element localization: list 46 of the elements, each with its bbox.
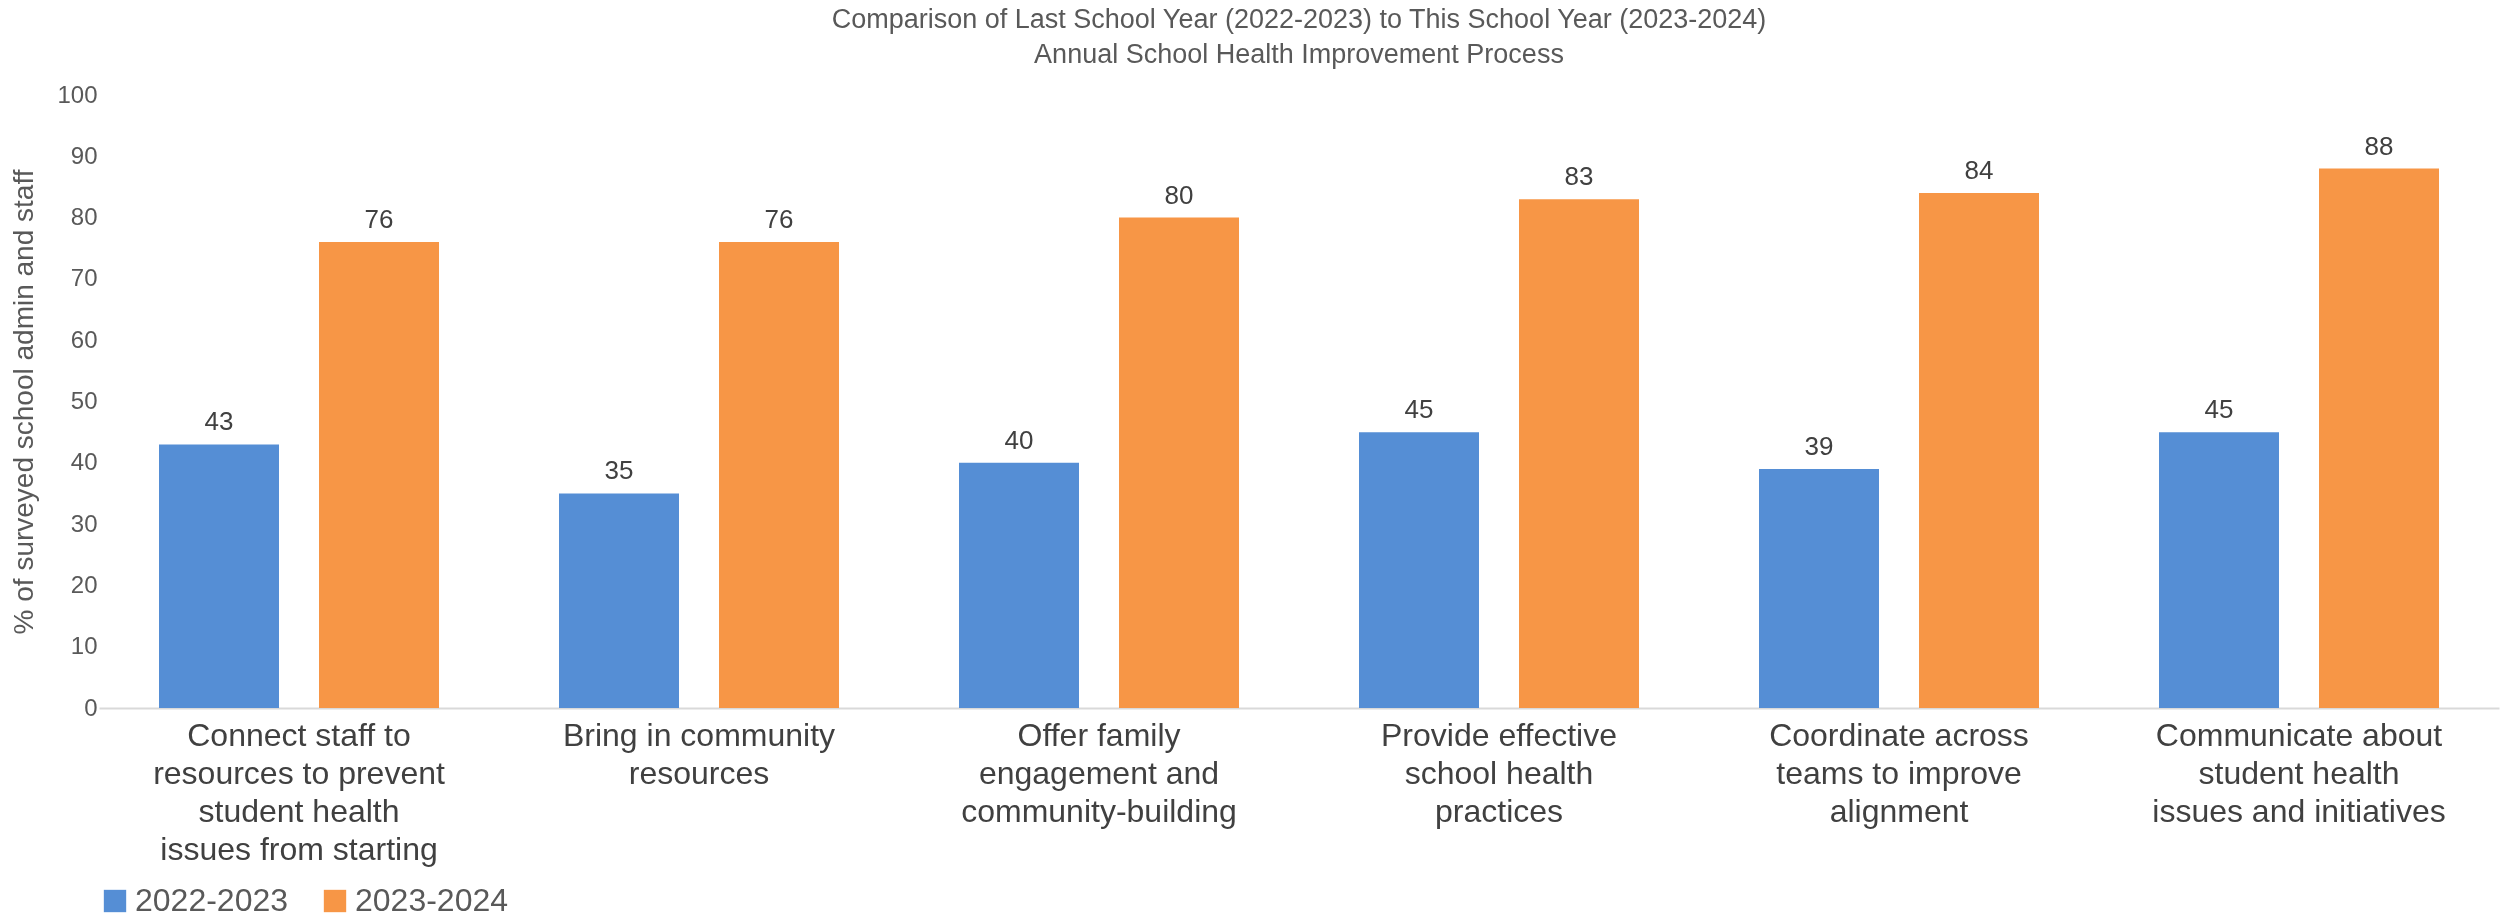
y-tick-label: 50 — [70, 387, 98, 414]
x-tick-label: Bring in community resources — [562, 716, 836, 791]
y-tick-label: 60 — [70, 325, 98, 353]
y-tick-label: 10 — [70, 632, 98, 660]
data-label: 76 — [364, 204, 394, 235]
bar — [959, 462, 1079, 708]
bar — [319, 242, 439, 708]
y-tick-label: 100 — [57, 80, 98, 108]
data-label: 88 — [2364, 130, 2394, 161]
data-label: 43 — [204, 406, 234, 437]
data-label: 45 — [2204, 394, 2234, 425]
legend-label: 2022-2023 — [135, 882, 289, 918]
data-label: 45 — [1404, 394, 1434, 425]
bar — [1919, 193, 2039, 708]
data-label: 40 — [1004, 424, 1034, 455]
x-tick-label: Offer family engagement and community-building — [961, 716, 1237, 829]
bar — [719, 242, 839, 708]
data-label: 80 — [1164, 179, 1194, 210]
data-label: 76 — [764, 204, 794, 235]
y-tick-label: 90 — [70, 141, 98, 169]
data-label: 35 — [604, 455, 634, 486]
x-tick-label: Communicate about student health issues and initiatives — [2152, 716, 2446, 829]
y-tick-label: 40 — [70, 448, 98, 476]
data-label: 39 — [1804, 430, 1834, 461]
legend-label: 2023-2024 — [355, 882, 509, 918]
bar — [1519, 199, 1639, 708]
bar — [559, 493, 679, 708]
x-tick-label: Coordinate across teams to improve alignment — [1769, 716, 2029, 829]
x-tick-label: Provide effective school health practices — [1381, 716, 1617, 829]
y-tick-label: 20 — [70, 570, 98, 598]
data-label: 83 — [1564, 161, 1594, 192]
chart-subtitle: Annual School Health Improvement Process — [1034, 39, 1564, 69]
x-tick-label: Connect staff to resources to prevent student health issues from starting — [153, 716, 445, 867]
bar — [1359, 432, 1479, 708]
bar — [2159, 432, 2279, 708]
y-tick-label: 0 — [84, 693, 98, 721]
y-axis-title: % of surveyed school admin and staff — [8, 169, 40, 635]
data-label: 84 — [1964, 155, 1994, 186]
bar — [1759, 468, 1879, 708]
bar — [159, 444, 279, 708]
bar — [1119, 217, 1239, 708]
y-tick-label: 30 — [70, 509, 98, 537]
y-tick-label: 80 — [70, 203, 98, 231]
chart-title: Comparison of Last School Year (2022-2023) to This School Year (2023-2024) — [831, 4, 1767, 34]
bar — [2319, 168, 2439, 708]
y-tick-label: 70 — [70, 264, 98, 292]
